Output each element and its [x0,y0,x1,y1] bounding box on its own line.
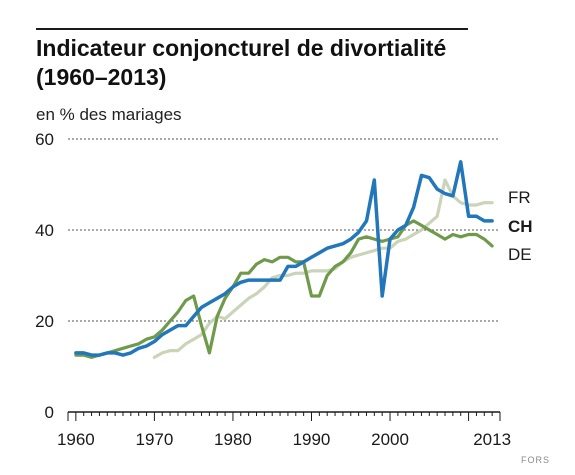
y-tick-label: 20 [35,312,54,331]
x-tick-label: 1970 [135,430,173,449]
gridlines [68,138,500,322]
series-lines [74,160,494,359]
axes: 0 20 40 60 1960 1970 1980 1990 2000 2013 [35,130,511,449]
title-line-2: (1960–2013) [36,64,167,90]
series-line-de [74,219,494,359]
y-axis-unit-label: en % des mariages [36,105,182,124]
title-rule [36,28,468,30]
y-tick-label: 0 [45,403,54,422]
series-labels: FR CH DE [508,188,533,264]
chart-title: Indicateur conjoncturel de divortialité … [36,34,536,92]
y-tick-label: 40 [35,221,54,240]
x-tick-label: 1960 [57,430,95,449]
x-tick-label: 1990 [293,430,331,449]
x-tick-label: 2000 [371,430,409,449]
series-label-ch: CH [508,217,533,236]
title-line-1: Indicateur conjoncturel de divortialité [36,35,447,61]
series-line-ch [74,160,494,357]
series-label-de: DE [508,245,532,264]
source-credit: FORS [521,455,551,465]
x-tick-label: 1980 [214,430,252,449]
y-tick-label: 60 [35,130,54,149]
series-line-fr [152,178,494,359]
series-label-fr: FR [508,188,531,207]
x-tick-label: 2013 [473,430,511,449]
